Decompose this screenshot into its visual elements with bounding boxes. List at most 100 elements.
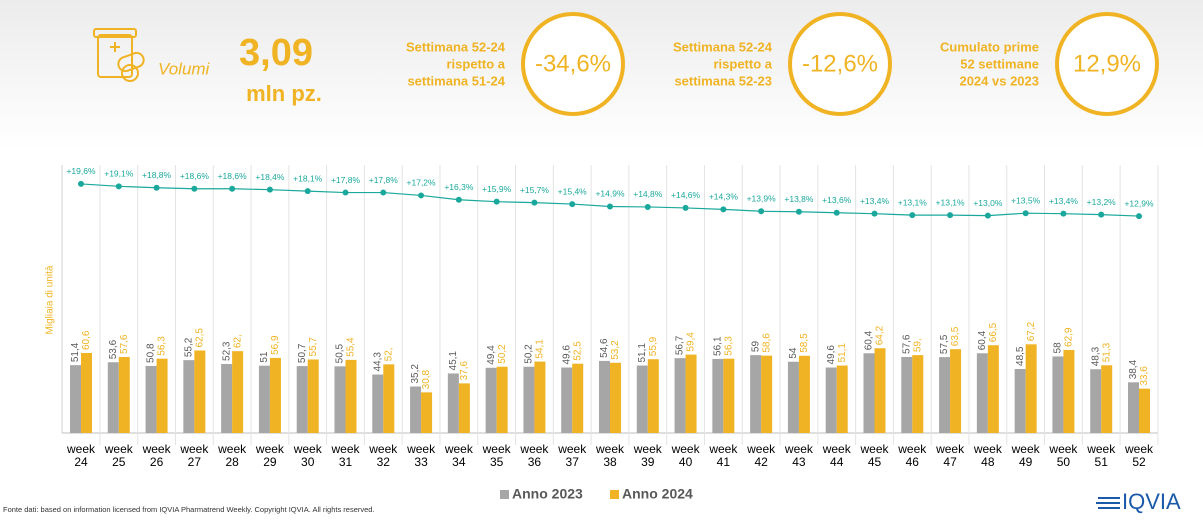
value-label: 56,3	[157, 336, 168, 356]
value-label: 44,3	[372, 352, 383, 372]
x-tick-label: week 45	[859, 442, 889, 469]
line-point	[455, 196, 462, 203]
bar	[372, 374, 384, 433]
line-label: +13,9%	[747, 194, 777, 204]
value-label: 60,4	[864, 330, 875, 350]
value-label: 59,4	[686, 332, 697, 352]
value-label: 57,5	[939, 334, 950, 354]
line-point	[607, 203, 613, 210]
bar	[523, 366, 535, 433]
bar	[485, 367, 497, 433]
value-label: 57,6	[119, 334, 130, 354]
value-label: 49,6	[561, 345, 572, 365]
value-label: 51,1	[637, 343, 648, 363]
bar	[269, 357, 281, 433]
line-label: +14,6%	[671, 190, 701, 200]
bar	[787, 361, 799, 433]
line-point	[78, 180, 84, 187]
line-point	[380, 189, 387, 196]
value-label: 50,2	[497, 344, 508, 364]
bar	[107, 362, 119, 433]
bar	[296, 366, 308, 433]
bar	[458, 383, 470, 433]
line-point	[758, 208, 765, 215]
value-label: 45,1	[448, 351, 459, 371]
line-label: +19,1%	[104, 169, 134, 179]
x-tick-label: week 40	[671, 442, 701, 469]
line-label: +13,1%	[898, 197, 928, 207]
line-label: +18,6%	[180, 171, 210, 181]
value-label: 33,6	[1139, 366, 1150, 386]
line-point	[493, 198, 500, 205]
line-label: +17,8%	[331, 175, 361, 185]
bar	[81, 353, 92, 433]
x-tick-label: week 26	[142, 442, 172, 469]
value-label: 58,5	[799, 333, 810, 353]
kpi-label: Settimana 52-24	[406, 39, 506, 54]
line-label: +13,0%	[973, 198, 1003, 208]
line-point	[569, 201, 576, 208]
value-label: 50,8	[146, 343, 157, 363]
bar	[647, 359, 659, 433]
line-point	[531, 199, 538, 206]
value-label: 38,4	[1128, 359, 1139, 379]
bar	[950, 349, 962, 433]
legend-label: Anno 2023	[512, 486, 583, 502]
legend-label: Anno 2024	[622, 486, 693, 502]
bar	[70, 365, 81, 433]
bar	[1128, 382, 1139, 433]
value-label: 52,5	[572, 341, 583, 361]
bar	[1101, 365, 1113, 433]
line-point	[153, 184, 160, 191]
x-tick-label: week 48	[973, 442, 1003, 469]
line-point	[833, 209, 840, 216]
line-label: +16,3%	[444, 182, 474, 192]
bar	[1052, 356, 1064, 433]
y-axis-label: Migliaia di unità	[45, 265, 56, 334]
x-tick-label: week 24	[66, 442, 96, 469]
value-label: 63,5	[950, 326, 961, 346]
line-label: +13,5%	[1011, 195, 1041, 205]
kpi-value: -34,6%	[535, 50, 611, 77]
value-label: 55,2	[183, 337, 194, 357]
value-label: 62,9	[1064, 327, 1075, 347]
value-label: 60,6	[81, 330, 92, 350]
line-label: +13,2%	[1087, 197, 1117, 207]
value-label: 64,2	[875, 325, 886, 345]
kpi-label: 2024 vs 2023	[959, 73, 1039, 88]
volume-unit: mln pz.	[246, 81, 322, 106]
value-label: 51,4	[70, 342, 81, 362]
bar	[750, 355, 762, 433]
x-tick-label: week 27	[179, 442, 209, 469]
kpi-label: rispetto a	[446, 56, 505, 71]
bar	[232, 351, 244, 433]
line-point	[229, 185, 236, 192]
value-label: 52,	[383, 347, 394, 361]
value-label: 67,2	[1026, 321, 1037, 341]
x-tick-label: week 31	[330, 442, 360, 469]
line-point	[795, 208, 802, 215]
line-point	[418, 192, 425, 199]
value-label: 51,3	[1101, 342, 1112, 362]
line-label: +18,4%	[255, 172, 285, 182]
x-tick-label: week 33	[406, 442, 436, 469]
x-tick-label: week 52	[1124, 442, 1154, 469]
x-tick-label: week 50	[1048, 442, 1078, 469]
kpi-circle	[788, 12, 892, 116]
bar	[976, 353, 988, 433]
bar	[825, 367, 837, 433]
value-label: 51	[259, 351, 270, 363]
line-point	[1098, 211, 1105, 218]
x-tick-label: week 32	[368, 442, 398, 469]
x-tick-label: week 49	[1011, 442, 1041, 469]
volume-icon	[93, 28, 145, 82]
volume-label: Volumi	[158, 59, 211, 78]
bar	[1139, 388, 1150, 433]
kpi-label: 52 settimane	[960, 56, 1039, 71]
bar	[1025, 344, 1037, 433]
kpi-value: -12,6%	[802, 50, 878, 77]
kpi-circle	[1055, 12, 1159, 116]
value-label: 50,7	[297, 343, 308, 363]
